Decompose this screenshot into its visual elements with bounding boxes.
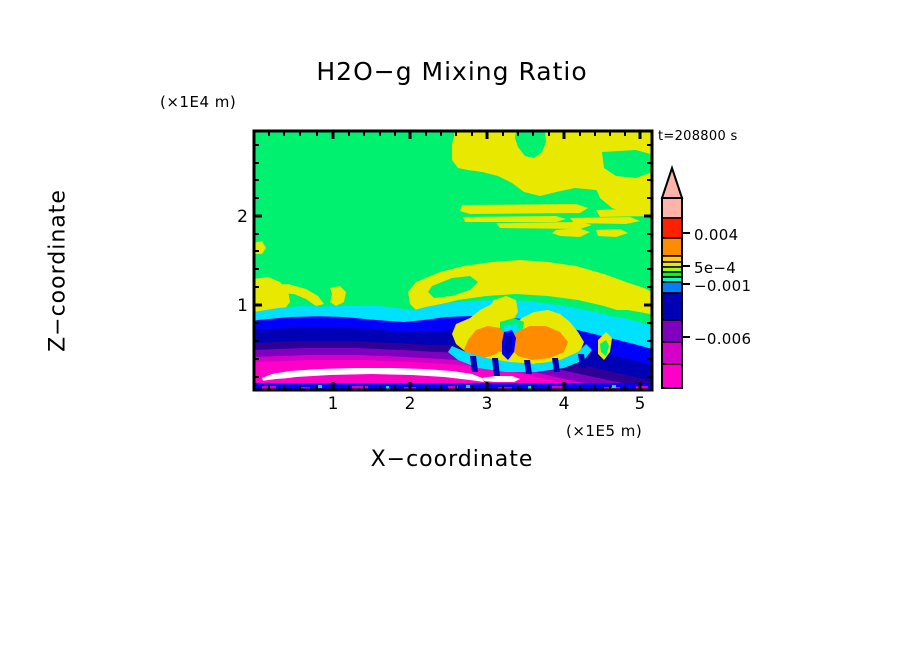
contour-right-flank-green <box>604 310 652 320</box>
x-tick-label: 3 <box>481 394 493 414</box>
page-title: H2O−g Mixing Ratio <box>316 57 588 86</box>
contour-plume-orange-core-right <box>510 326 568 360</box>
contour-band-yellow-filament <box>460 204 588 214</box>
contour-plume-orange-core-left <box>464 326 506 358</box>
colorbar-tick-label: −0.001 <box>694 277 752 295</box>
colorbar-arrow-top <box>660 164 684 199</box>
contour-band-yellow-hook2 <box>330 286 346 306</box>
colorbar-tick-marks <box>682 232 690 338</box>
contour-band-yellow-filament <box>596 208 652 217</box>
x-tick-label: 5 <box>634 394 646 414</box>
contour-bottom-cyan-specks <box>318 385 616 389</box>
contour-plume-darkblue-slot <box>504 336 512 356</box>
contour-band-white-saturated <box>262 368 484 383</box>
contour-band-green-notch <box>515 131 546 158</box>
contour-band-yellow-filament <box>570 217 640 224</box>
plot-axis-frame <box>252 129 654 392</box>
contour-band-yellow-plume-cap <box>408 260 652 318</box>
contour-downdraft-fingers <box>470 354 586 376</box>
contour-band-yellow-blob <box>596 229 628 237</box>
colorbar-tick-label: −0.006 <box>694 330 752 348</box>
contour-band-white-saturated-right <box>482 376 520 382</box>
axis-tick-marks <box>254 131 652 390</box>
x-tick-label: 2 <box>404 394 416 414</box>
colorbar-tick-label: 5e−4 <box>694 259 737 277</box>
y-tick-label: 2 <box>237 207 248 227</box>
contour-band-green-right-notch <box>602 150 652 178</box>
contour-plume-right-spike-green <box>600 340 609 356</box>
contour-right-flank-cyan <box>596 316 652 342</box>
contour-field <box>254 131 652 390</box>
contour-left-flank-cyan <box>254 310 404 321</box>
contour-band-yellow-filament <box>496 222 592 229</box>
contour-band-yellow-right-tail <box>598 290 652 310</box>
contour-band-yellow-blob <box>552 228 590 237</box>
colorbar-tick-label: 0.004 <box>694 226 739 244</box>
contour-band-yellow-filament <box>463 216 566 222</box>
x-tick-label: 1 <box>327 394 339 414</box>
contour-band-yellow-hook <box>254 284 324 306</box>
x-tick-label: 4 <box>558 394 570 414</box>
x-axis-units-label: (×1E5 m) <box>566 422 643 440</box>
timestamp-annotation: t=208800 s <box>658 129 738 144</box>
x-axis-title: X−coordinate <box>370 447 534 472</box>
contour-plume-yellow-stem <box>490 296 518 324</box>
y-axis-units-label: (×1E4 m) <box>160 93 237 111</box>
contour-band-green-plume-notch <box>428 276 478 298</box>
colorbar[interactable] <box>660 164 690 389</box>
y-tick-label: 1 <box>237 296 248 316</box>
colorbar-swatches <box>661 197 683 389</box>
colorbar-outline <box>661 197 683 389</box>
